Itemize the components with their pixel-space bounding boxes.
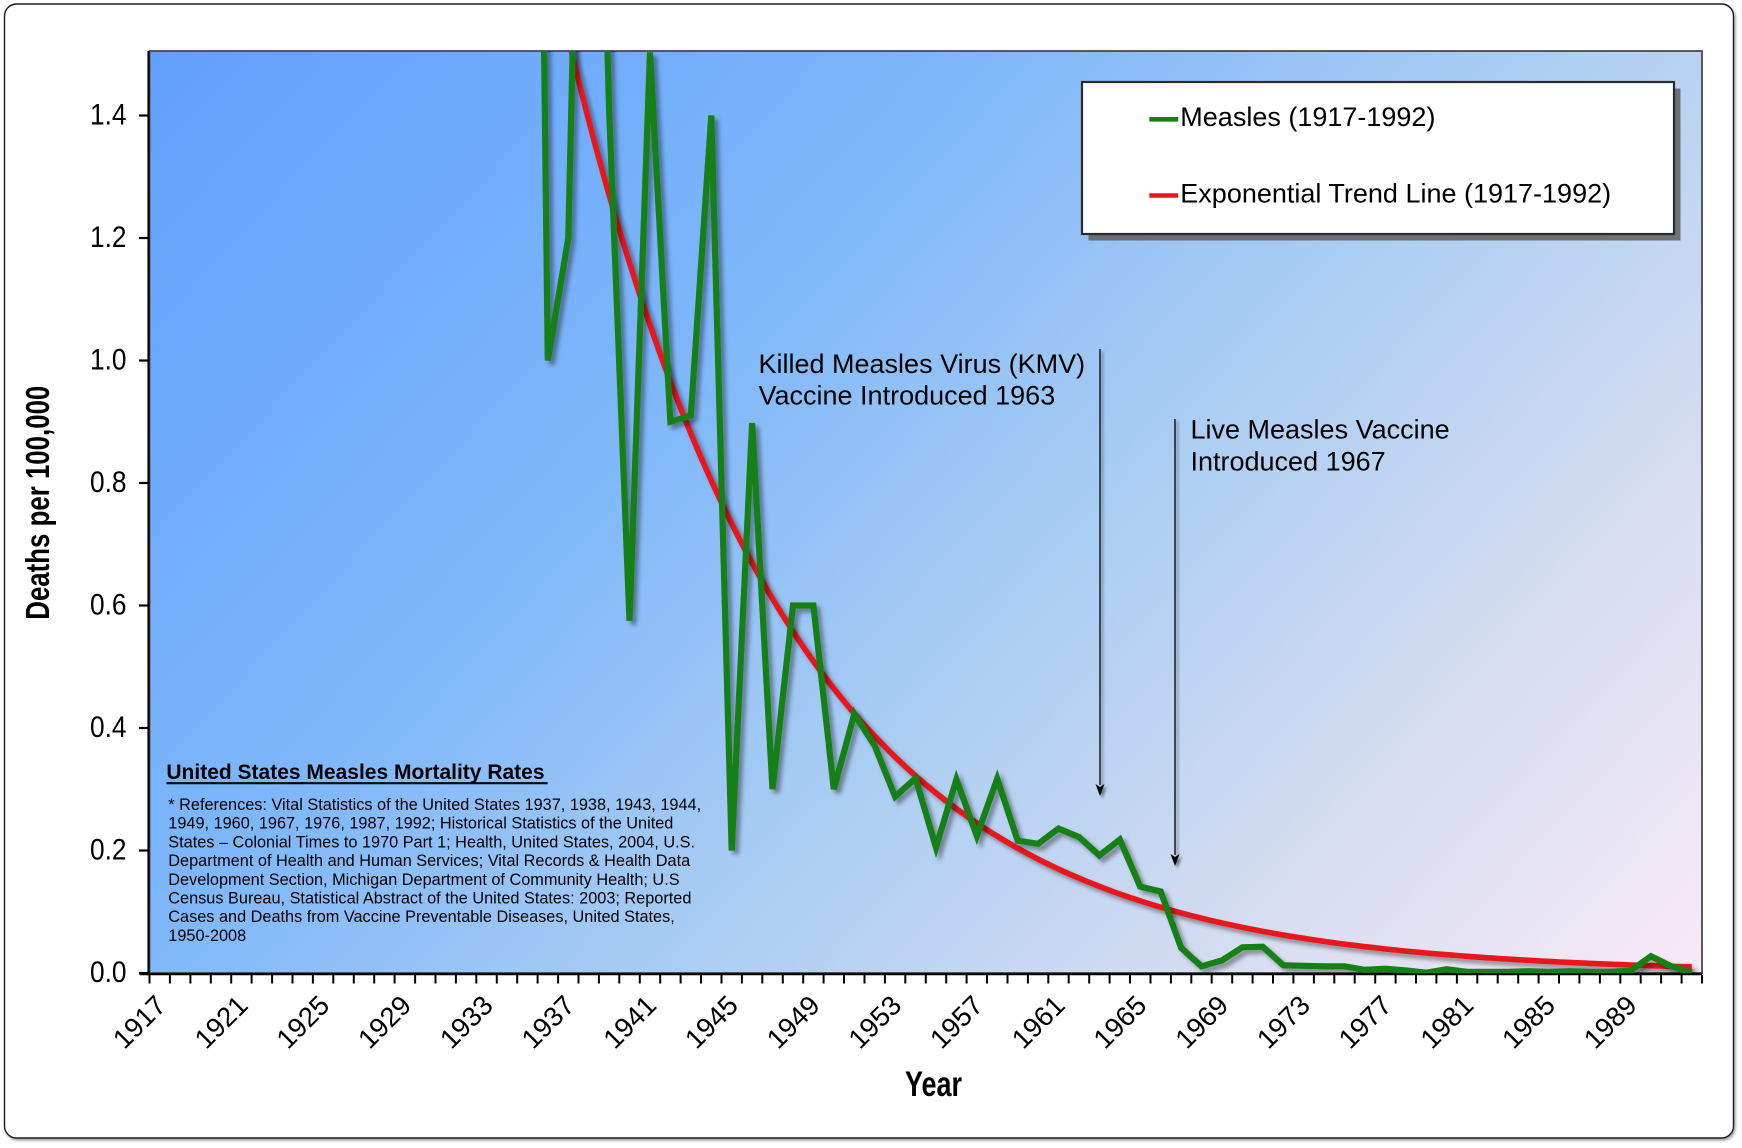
svg-text:Measles (1917-1992): Measles (1917-1992)	[1180, 102, 1435, 132]
svg-text:Year: Year	[905, 1065, 962, 1104]
svg-text:Killed Measles Virus (KMV): Killed Measles Virus (KMV)	[759, 349, 1086, 379]
svg-text:Exponential Trend Line (1917-1: Exponential Trend Line (1917-1992)	[1180, 178, 1611, 208]
svg-text:0.6: 0.6	[90, 589, 127, 622]
svg-text:Development Section, Michigan: Development Section, Michigan Department…	[168, 871, 679, 889]
svg-text:Vaccine Introduced 1963: Vaccine Introduced 1963	[759, 380, 1056, 410]
svg-text:States – Colonial Times to 197: States – Colonial Times to 1970 Part 1; …	[168, 833, 695, 851]
svg-text:1.0: 1.0	[90, 344, 127, 377]
svg-text:Department of Health and Human: Department of Health and Human Services;…	[168, 852, 691, 870]
svg-text:0.8: 0.8	[90, 466, 127, 499]
svg-text:Deaths per 100,000: Deaths per 100,000	[19, 386, 56, 620]
svg-text:0.0: 0.0	[90, 956, 127, 989]
svg-text:United States Measles Mortalit: United States Measles Mortality Rates	[166, 761, 544, 784]
svg-text:1950-2008: 1950-2008	[168, 927, 246, 945]
svg-text:* References: Vital Statistics: * References: Vital Statistics of the Un…	[168, 796, 701, 814]
svg-text:0.2: 0.2	[90, 834, 127, 867]
svg-text:Introduced 1967: Introduced 1967	[1191, 446, 1386, 476]
svg-text:Live Measles Vaccine: Live Measles Vaccine	[1191, 414, 1450, 444]
svg-text:Cases and Deaths from Vaccine: Cases and Deaths from Vaccine Preventabl…	[168, 908, 674, 926]
svg-text:1.4: 1.4	[90, 99, 127, 132]
svg-text:1.2: 1.2	[90, 221, 127, 254]
svg-text:Census Bureau, Statistical Abs: Census Bureau, Statistical Abstract of t…	[168, 890, 691, 908]
svg-text:0.4: 0.4	[90, 711, 127, 744]
svg-text:1949, 1960, 1967, 1976, 1987,: 1949, 1960, 1967, 1976, 1987, 1992; Hist…	[168, 815, 673, 833]
